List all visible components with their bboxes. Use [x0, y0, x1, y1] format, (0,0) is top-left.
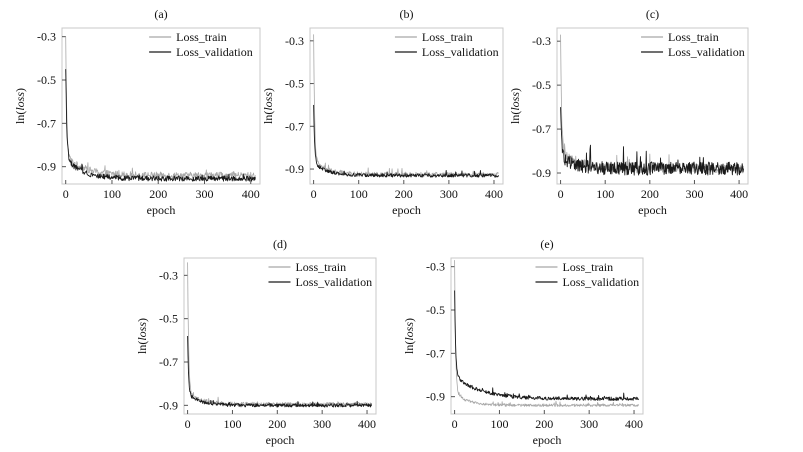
y-tick-label: -0.7 [285, 119, 304, 133]
x-axis-label: epoch [147, 203, 176, 217]
legend-entry: Loss_train [176, 30, 227, 44]
y-tick-label: -0.5 [532, 78, 551, 92]
legend-entry: Loss_validation [295, 275, 372, 289]
y-tick-label: -0.7 [159, 355, 178, 369]
x-tick-label: 300 [685, 187, 703, 201]
x-axis-label: epoch [392, 203, 421, 217]
x-axis-label: epoch [533, 433, 562, 447]
y-tick-label: -0.3 [532, 34, 551, 48]
chart-panel-5: (e) 0 100 200 300 400 -0.3 -0.5 -0.7 -0.9 epoch ln(… [402, 237, 644, 447]
x-tick-label: 100 [596, 187, 614, 201]
panel-label: (b) [400, 7, 414, 21]
series-line-loss-validation [313, 104, 499, 178]
x-tick-label: 400 [485, 187, 503, 201]
panel-label: (d) [273, 237, 287, 251]
x-tick-label: 0 [311, 187, 317, 201]
series-line-loss-validation [187, 335, 372, 408]
series-line-loss-validation [454, 290, 639, 401]
y-tick-label: -0.9 [532, 166, 551, 180]
x-tick-label: 200 [641, 187, 659, 201]
y-axis-label: ln(loss) [508, 88, 522, 124]
y-tick-label: -0.5 [285, 77, 304, 91]
y-axis-label: ln(loss) [402, 318, 416, 354]
x-tick-label: 400 [358, 417, 376, 431]
legend-entry: Loss_train [668, 30, 719, 44]
legend-entry: Loss_validation [176, 45, 253, 59]
x-tick-label: 300 [440, 187, 458, 201]
y-axis-label: ln(loss) [261, 88, 275, 124]
y-axis-label: ln(loss) [13, 88, 27, 124]
y-tick-label: -0.7 [37, 116, 56, 130]
plot-frame [556, 27, 749, 185]
x-tick-label: 100 [103, 187, 121, 201]
y-tick-label: -0.5 [159, 312, 178, 326]
panel-label: (e) [540, 237, 553, 251]
chart-panel-4: (d) 0 100 200 300 400 -0.3 -0.5 -0.7 -0.9 epoch ln(… [135, 237, 377, 447]
x-tick-label: 300 [580, 417, 598, 431]
y-axis-label: ln(loss) [135, 318, 149, 354]
panel-label: (a) [154, 7, 167, 21]
x-tick-label: 0 [558, 187, 564, 201]
legend-entry: Loss_validation [668, 45, 745, 59]
chart-panel-3: (c) 0 100 200 300 400 -0.3 -0.5 -0.7 -0.9 epoch ln(… [508, 7, 749, 217]
y-tick-label: -0.9 [159, 398, 178, 412]
x-tick-label: 200 [149, 187, 167, 201]
x-tick-label: 0 [63, 187, 69, 201]
y-tick-label: -0.3 [426, 260, 445, 274]
series-line-loss-validation [65, 69, 256, 182]
x-axis-label: epoch [266, 433, 295, 447]
x-tick-label: 0 [185, 417, 191, 431]
y-tick-label: -0.9 [37, 160, 56, 174]
chart-panel-2: (b) 0 100 200 300 400 -0.3 -0.5 -0.7 -0.9 epoch ln(… [261, 7, 504, 217]
y-tick-label: -0.5 [426, 303, 445, 317]
legend-entry: Loss_validation [422, 45, 499, 59]
y-tick-label: -0.7 [426, 346, 445, 360]
x-tick-label: 200 [535, 417, 553, 431]
plot-frame [450, 257, 644, 415]
series-line-loss-train [454, 260, 639, 407]
series-line-loss-validation [560, 107, 744, 176]
x-tick-label: 200 [395, 187, 413, 201]
legend-entry: Loss_train [562, 260, 613, 274]
y-tick-label: -0.3 [159, 268, 178, 282]
legend-entry: Loss_train [295, 260, 346, 274]
legend-entry: Loss_train [422, 30, 473, 44]
x-axis-label: epoch [638, 203, 667, 217]
x-tick-label: 400 [730, 187, 748, 201]
chart-panel-1: (a) 0 100 200 300 400 -0.3 -0.5 -0.7 -0.9 epoch ln(… [13, 7, 261, 217]
x-tick-label: 300 [195, 187, 213, 201]
y-tick-label: -0.3 [37, 30, 56, 44]
x-tick-label: 400 [625, 417, 643, 431]
x-tick-label: 100 [490, 417, 508, 431]
x-tick-label: 300 [313, 417, 331, 431]
y-tick-label: -0.9 [426, 390, 445, 404]
x-tick-label: 100 [350, 187, 368, 201]
plot-frame [309, 27, 504, 185]
x-tick-label: 400 [242, 187, 260, 201]
y-tick-label: -0.5 [37, 73, 56, 87]
plot-frame [61, 27, 261, 185]
plot-frame [183, 257, 377, 415]
x-tick-label: 100 [223, 417, 241, 431]
x-tick-label: 200 [268, 417, 286, 431]
y-tick-label: -0.9 [285, 162, 304, 176]
y-tick-label: -0.7 [532, 122, 551, 136]
y-tick-label: -0.3 [285, 34, 304, 48]
legend-entry: Loss_validation [562, 275, 639, 289]
x-tick-label: 0 [452, 417, 458, 431]
panel-label: (c) [646, 7, 659, 21]
